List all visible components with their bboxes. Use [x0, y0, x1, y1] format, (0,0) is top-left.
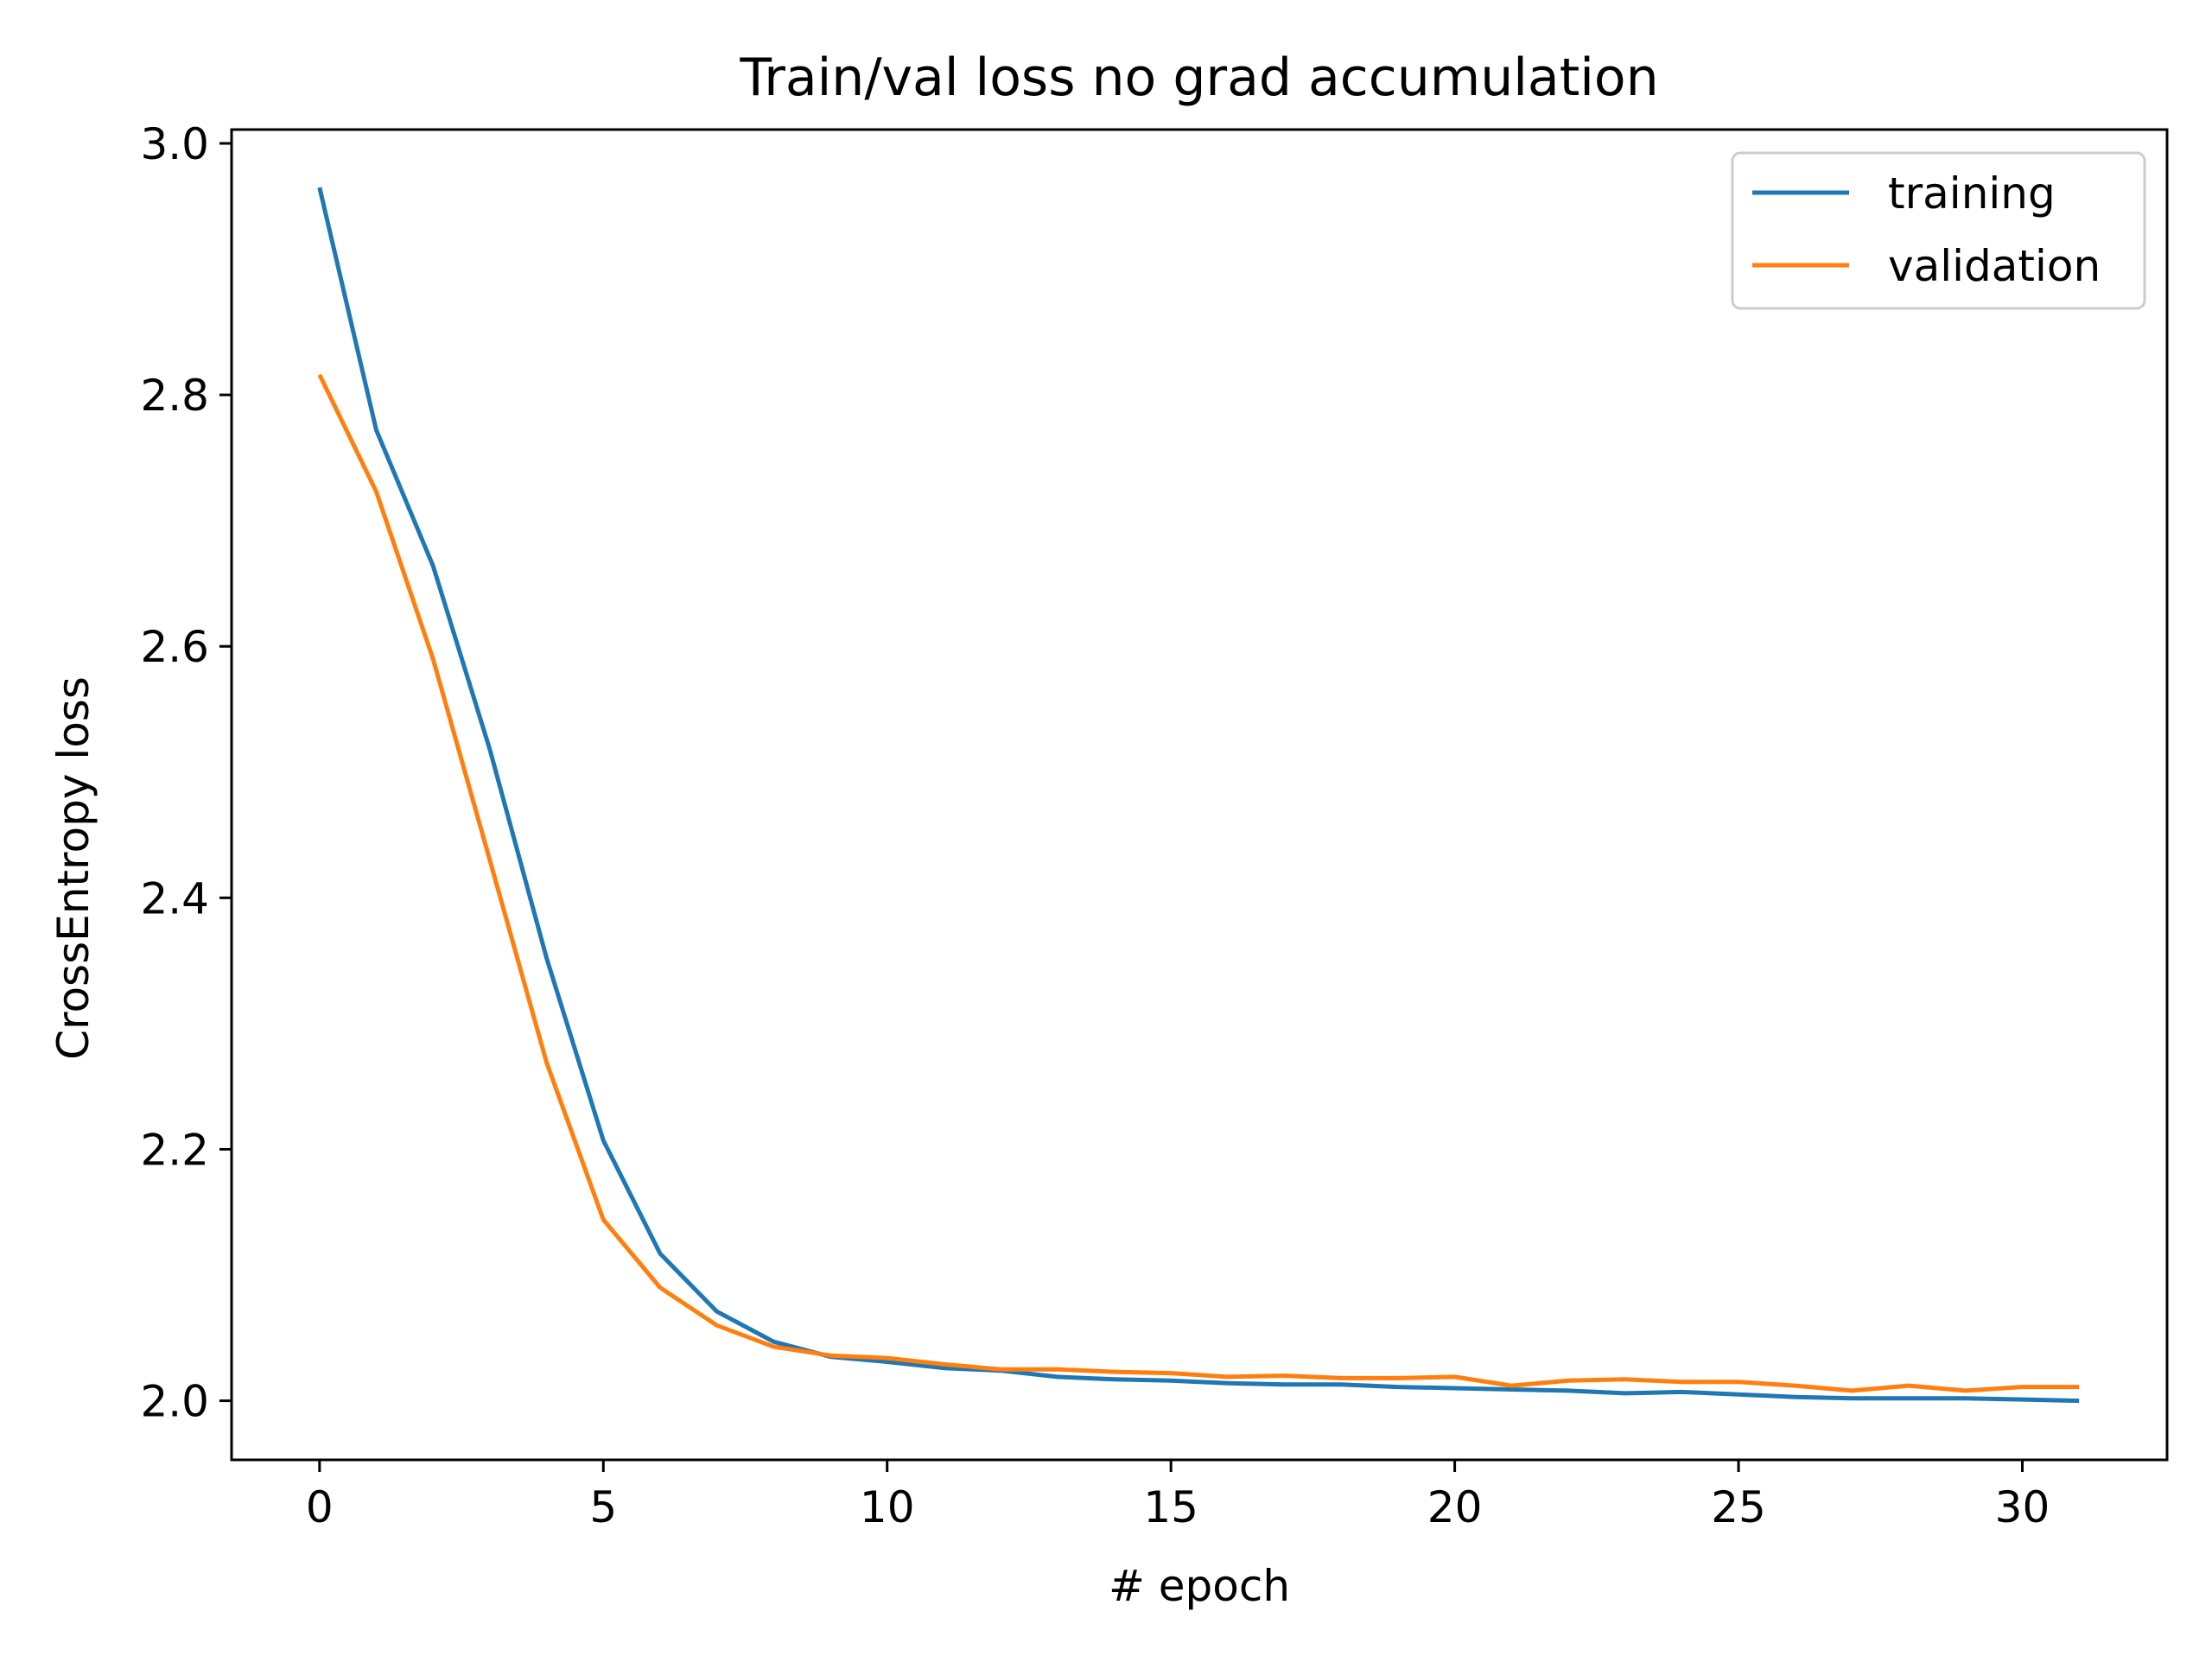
y-tick-label: 2.8: [140, 371, 209, 421]
legend-label-training: training: [1888, 168, 2056, 219]
legend: training validation: [1731, 151, 2146, 310]
y-tick-label: 3.0: [140, 119, 209, 169]
x-tick-label: 5: [589, 1482, 617, 1532]
x-tick-label: 20: [1427, 1482, 1483, 1532]
x-tick-label: 0: [306, 1482, 334, 1532]
series-line-validation: [317, 373, 2080, 1393]
y-tick-label: 2.4: [140, 873, 209, 923]
plot-frame: [230, 128, 2169, 1462]
series-line-training: [317, 187, 2080, 1404]
y-tick-label: 2.2: [140, 1125, 209, 1175]
x-tick-label: 10: [860, 1482, 915, 1532]
legend-label-validation: validation: [1888, 241, 2101, 291]
x-axis-label: # epoch: [1109, 1561, 1290, 1611]
x-tick-label: 25: [1711, 1482, 1766, 1532]
y-tick-label: 2.0: [140, 1377, 209, 1427]
x-tick-label: 30: [1995, 1482, 2050, 1532]
series-lines: [317, 187, 2080, 1404]
chart-title: Train/val loss no grad accumulation: [739, 48, 1658, 108]
x-tick-label: 15: [1143, 1482, 1198, 1532]
y-axis-label: CrossEntropy loss: [48, 676, 99, 1060]
y-tick-label: 2.6: [140, 622, 209, 672]
axis-ticks: 0 5 10 15 20 25 30 2.0 2.2 2.4 2.6 2.8 3.0: [140, 119, 2050, 1532]
